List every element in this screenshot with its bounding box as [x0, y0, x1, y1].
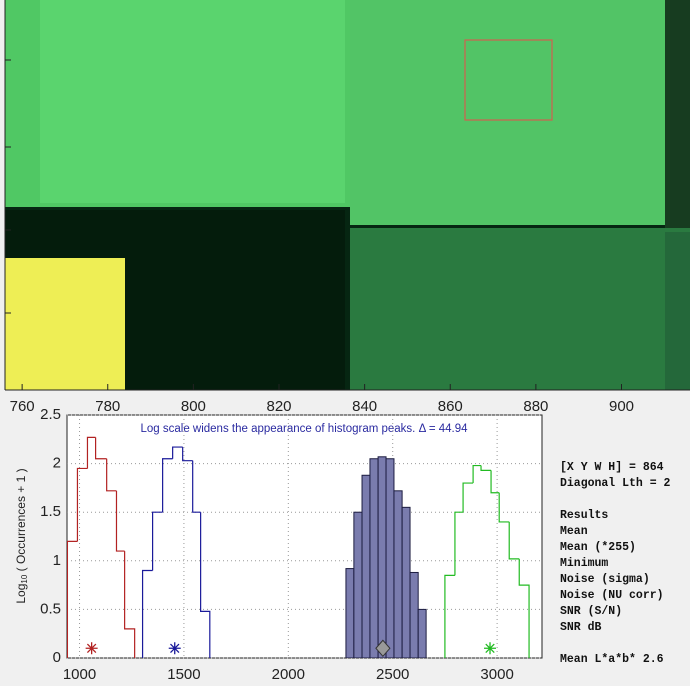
histogram-axes: [66, 414, 543, 659]
y-tick-label: 0: [53, 649, 61, 666]
bin-step: [490, 470, 500, 494]
results-panel: [X Y W H] = 864 Diagonal Lth = 2 Results…: [560, 461, 671, 666]
image-tick-label: 880: [523, 398, 548, 415]
bar: [417, 608, 427, 658]
bar: [377, 456, 387, 658]
y-tick-label: 2: [53, 455, 61, 472]
bar: [345, 568, 355, 658]
annotation: Log scale widens the appearance of histo…: [140, 423, 468, 435]
bin-step: [182, 447, 193, 462]
bin-step: [444, 574, 455, 658]
result-label: Minimum: [560, 557, 608, 570]
bin-step: [508, 521, 520, 560]
x-tick-label: 3000: [480, 666, 513, 683]
result-label: SNR dB: [560, 621, 602, 634]
bin-step: [480, 465, 492, 472]
y-tick-label: 0.5: [40, 600, 61, 617]
y-tick-label: 1: [53, 552, 61, 569]
bin-step: [462, 482, 474, 513]
image-tick-label: 840: [352, 398, 377, 415]
y-tick-label: 2.5: [40, 406, 61, 423]
y-axis-label: Log10 ( Occurrences + 1 ): [14, 468, 29, 603]
diagonal: Diagonal Lth = 2: [560, 477, 671, 490]
mean-marker: [484, 642, 497, 655]
bin-step: [141, 569, 153, 658]
bin-step: [106, 458, 117, 492]
x-tick-label: 2000: [272, 666, 305, 683]
bar: [409, 571, 419, 658]
bar: [393, 490, 403, 658]
plot: [67, 436, 530, 658]
bar: [353, 511, 363, 658]
mean-marker: [375, 639, 391, 658]
y-tick-label: 1.5: [40, 503, 61, 520]
bin-step: [454, 511, 464, 576]
bar: [369, 458, 379, 658]
image-tick-label: 860: [438, 398, 463, 415]
result-label: Noise (NU corr): [560, 589, 664, 602]
bin-step: [86, 436, 96, 469]
xywh: [X Y W H] = 864: [560, 461, 664, 474]
image-tick-label: 760: [10, 398, 35, 415]
image-tick-label: 780: [95, 398, 120, 415]
image: [4, 0, 690, 390]
bin-step: [498, 492, 510, 523]
image-tick-label: 900: [609, 398, 634, 415]
result-label: Noise (sigma): [560, 573, 650, 586]
x-tick-label: 2500: [376, 666, 409, 683]
result-label: Mean: [560, 525, 588, 538]
bar: [401, 506, 411, 658]
bin-step: [95, 437, 107, 460]
bar: [361, 474, 371, 658]
mean-marker: [168, 642, 181, 655]
bin-step: [162, 458, 173, 513]
bin-step: [67, 540, 78, 658]
bin-step: [124, 551, 136, 658]
image-tick-label: 820: [266, 398, 291, 415]
bin-step: [172, 446, 183, 459]
results-heading: Results: [560, 509, 608, 522]
x-tick-label: 1000: [63, 666, 96, 683]
bin-step: [152, 511, 163, 571]
mean-marker: [85, 642, 98, 655]
bin-step: [76, 467, 88, 542]
bin-step: [518, 558, 530, 658]
result-label: SNR (S/N): [560, 605, 622, 618]
lab: Mean L*a*b* 2.6: [560, 653, 664, 666]
bar: [385, 458, 395, 658]
bin-step: [192, 460, 201, 513]
bin-step: [200, 512, 211, 658]
x-tick-label: 1500: [167, 666, 200, 683]
image-tick-label: 800: [181, 398, 206, 415]
bin-step: [115, 490, 125, 552]
bin-step: [472, 464, 482, 484]
result-label: Mean (*255): [560, 541, 636, 554]
